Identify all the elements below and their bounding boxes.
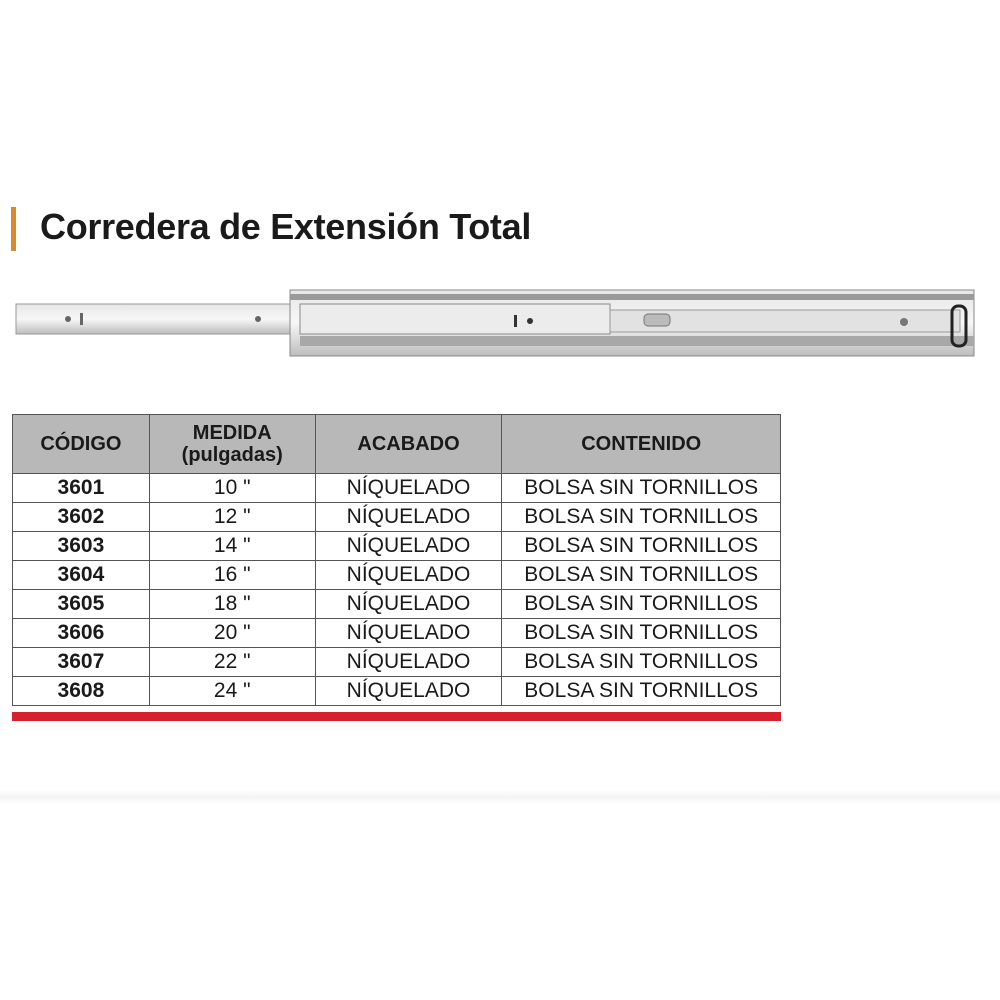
cell-contenido: BOLSA SIN TORNILLOS <box>501 560 781 590</box>
cell-codigo: 3607 <box>12 647 150 677</box>
cell-medida: 20 " <box>148 618 316 648</box>
cell-contenido: BOLSA SIN TORNILLOS <box>501 589 781 619</box>
cell-acabado: NÍQUELADO <box>314 676 503 706</box>
header-medida: MEDIDA (pulgadas) <box>148 414 316 474</box>
table-row: 3602 12 " NÍQUELADO BOLSA SIN TORNILLOS <box>12 502 781 532</box>
page-title: Corredera de Extensión Total <box>40 206 532 247</box>
cell-medida: 16 " <box>148 560 316 590</box>
cell-acabado: NÍQUELADO <box>314 531 503 561</box>
cell-codigo: 3605 <box>12 589 150 619</box>
divider <box>0 790 1000 804</box>
cell-medida: 12 " <box>148 502 316 532</box>
table-row: 3606 20 " NÍQUELADO BOLSA SIN TORNILLOS <box>12 618 781 648</box>
cell-codigo: 3602 <box>12 502 150 532</box>
cell-medida: 10 " <box>148 473 316 503</box>
table-header-row: CÓDIGO MEDIDA (pulgadas) ACABADO CONTENID… <box>12 414 781 474</box>
table-row: 3608 24 " NÍQUELADO BOLSA SIN TORNILLOS <box>12 676 781 706</box>
product-table: CÓDIGO MEDIDA (pulgadas) ACABADO CONTENID… <box>12 414 781 706</box>
header-contenido: CONTENIDO <box>501 414 781 474</box>
cell-acabado: NÍQUELADO <box>314 647 503 677</box>
cell-acabado: NÍQUELADO <box>314 473 503 503</box>
cell-contenido: BOLSA SIN TORNILLOS <box>501 473 781 503</box>
cell-contenido: BOLSA SIN TORNILLOS <box>501 502 781 532</box>
cell-medida: 14 " <box>148 531 316 561</box>
cell-medida: 24 " <box>148 676 316 706</box>
cell-acabado: NÍQUELADO <box>314 589 503 619</box>
cell-contenido: BOLSA SIN TORNILLOS <box>501 531 781 561</box>
cell-contenido: BOLSA SIN TORNILLOS <box>501 618 781 648</box>
cell-acabado: NÍQUELADO <box>314 502 503 532</box>
cell-contenido: BOLSA SIN TORNILLOS <box>501 676 781 706</box>
cell-medida: 18 " <box>148 589 316 619</box>
table-row: 3604 16 " NÍQUELADO BOLSA SIN TORNILLOS <box>12 560 781 590</box>
cell-codigo: 3608 <box>12 676 150 706</box>
cell-codigo: 3604 <box>12 560 150 590</box>
cell-contenido: BOLSA SIN TORNILLOS <box>501 647 781 677</box>
cell-medida: 22 " <box>148 647 316 677</box>
table-row: 3603 14 " NÍQUELADO BOLSA SIN TORNILLOS <box>12 531 781 561</box>
table-row: 3605 18 " NÍQUELADO BOLSA SIN TORNILLOS <box>12 589 781 619</box>
header-acabado: ACABADO <box>314 414 503 474</box>
table-footer-bar <box>12 712 781 721</box>
header-medida-unit: (pulgadas) <box>181 444 283 466</box>
cell-codigo: 3601 <box>12 473 150 503</box>
table-row: 3607 22 " NÍQUELADO BOLSA SIN TORNILLOS <box>12 647 781 677</box>
title-accent-bar <box>11 207 16 251</box>
table-row: 3601 10 " NÍQUELADO BOLSA SIN TORNILLOS <box>12 473 781 503</box>
drawer-slide-image <box>15 289 975 357</box>
header-medida-label: MEDIDA <box>192 422 272 444</box>
cell-acabado: NÍQUELADO <box>314 618 503 648</box>
cell-codigo: 3603 <box>12 531 150 561</box>
cell-codigo: 3606 <box>12 618 150 648</box>
cell-acabado: NÍQUELADO <box>314 560 503 590</box>
header-codigo: CÓDIGO <box>12 414 150 474</box>
